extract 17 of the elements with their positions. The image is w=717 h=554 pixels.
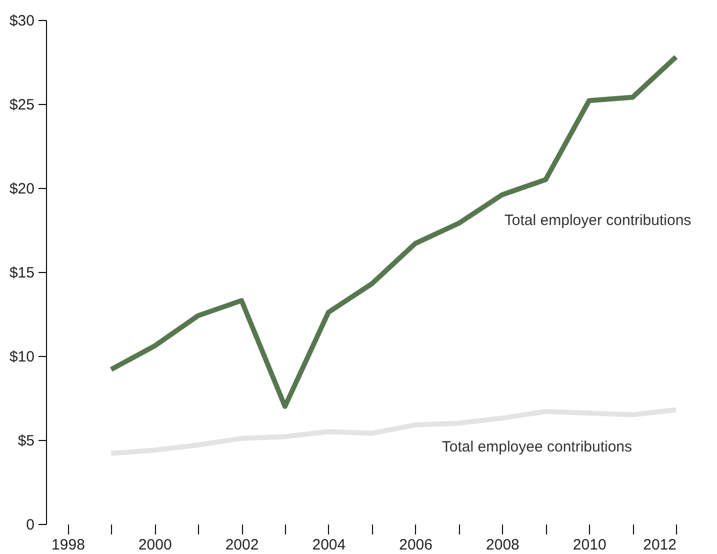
series-label: Total employer contributions (504, 212, 692, 229)
y-tick-label: $15 (9, 264, 34, 282)
y-tick-label: $25 (9, 96, 34, 114)
y-tick-label: $30 (9, 12, 34, 30)
y-tick-label: $10 (9, 348, 34, 366)
x-tick-label: 2012 (643, 536, 676, 554)
series-label: Total employee contributions (442, 438, 632, 456)
x-tick-label: 1998 (52, 536, 85, 554)
y-tick-label: $20 (9, 180, 34, 198)
y-tick-label: $5 (18, 432, 34, 450)
y-tick-label: 0 (26, 516, 34, 534)
x-tick-label: 2004 (312, 536, 346, 554)
x-tick-label: 2000 (138, 536, 172, 554)
x-tick-label: 2006 (399, 536, 432, 554)
x-tick-label: 2002 (225, 536, 259, 554)
x-tick-label: 2010 (572, 536, 606, 554)
x-tick-label: 2008 (486, 536, 520, 554)
